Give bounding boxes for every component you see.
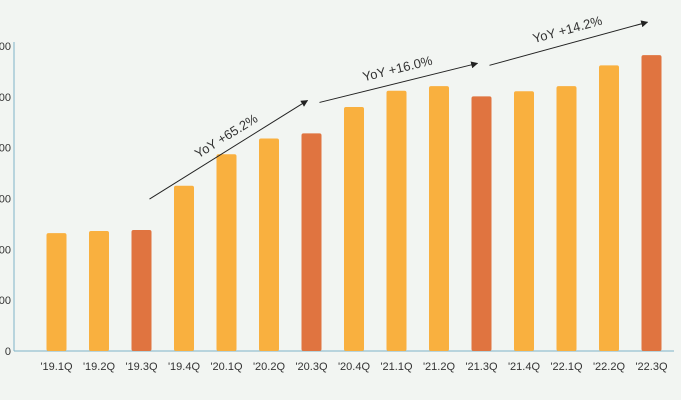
- y-tick-label: 600: [0, 41, 11, 53]
- bar: [216, 154, 237, 351]
- x-tick-label: '21.2Q: [423, 361, 456, 373]
- bar: [599, 65, 619, 352]
- x-tick-label: '21.4Q: [508, 361, 541, 373]
- x-tick-label: '22.2Q: [593, 361, 626, 373]
- x-tick-label: '21.3Q: [465, 361, 498, 373]
- yoy-label: YoY +16.0%: [361, 53, 434, 85]
- bar-highlighted: [641, 55, 662, 352]
- bar: [556, 86, 577, 352]
- x-tick-label: '19.1Q: [40, 361, 73, 373]
- x-tick-label: '20.4Q: [338, 361, 371, 373]
- y-tick-label: 400: [0, 143, 11, 155]
- yoy-arrow: [319, 61, 479, 103]
- bar-highlighted: [301, 133, 322, 351]
- bars: [46, 55, 662, 352]
- y-tick-label: 0: [5, 346, 11, 358]
- x-tick-label: '20.3Q: [295, 361, 328, 373]
- x-tick-label: '22.3Q: [635, 361, 668, 373]
- bar: [514, 91, 534, 351]
- y-tick-label: 300: [0, 194, 11, 206]
- y-tick-label: 500: [0, 92, 11, 104]
- bar: [344, 107, 364, 351]
- bar: [174, 185, 194, 351]
- x-tick-label: '20.2Q: [253, 361, 286, 373]
- x-tick-label: '22.1Q: [550, 361, 583, 373]
- yoy-arrow: [489, 20, 649, 66]
- bar: [386, 90, 407, 351]
- x-tick-label: '19.3Q: [125, 361, 158, 373]
- y-tick-label: 200: [0, 244, 11, 256]
- yoy-arrow: [149, 100, 309, 200]
- x-tick-label: '21.1Q: [380, 361, 413, 373]
- x-tick-label: '19.2Q: [83, 361, 116, 373]
- bar: [46, 233, 67, 351]
- y-tick-label: 100: [0, 295, 11, 307]
- bar: [429, 86, 449, 352]
- bar: [89, 231, 109, 351]
- x-tick-label: '20.1Q: [210, 361, 243, 373]
- bar-highlighted: [131, 230, 152, 351]
- x-tick-label: '19.4Q: [168, 361, 201, 373]
- yoy-label: YoY +14.2%: [531, 13, 604, 46]
- tick-labels: 0 100 200 300 400 500 600 '19.1Q '19.2Q '19.3Q '19…: [0, 41, 668, 373]
- bar-highlighted: [471, 96, 492, 351]
- bar: [259, 138, 279, 351]
